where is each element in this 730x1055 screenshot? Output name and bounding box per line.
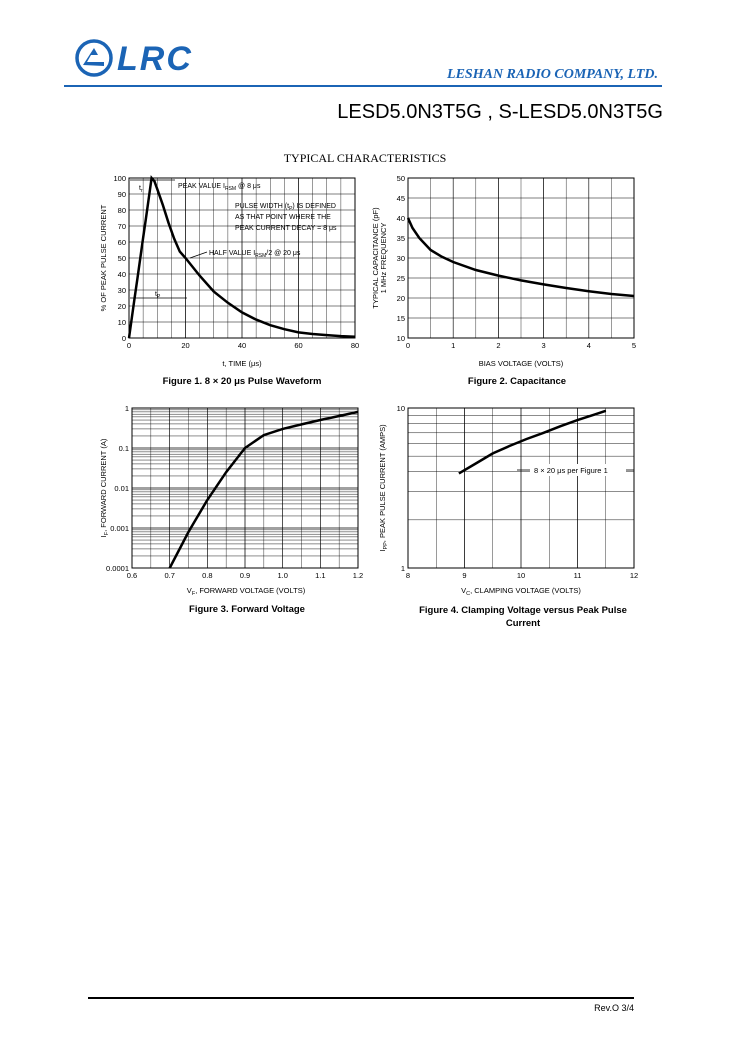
y-tick-label: 0: [122, 334, 126, 343]
x-tick-label: 40: [238, 341, 246, 350]
y-tick-label: 10: [397, 404, 405, 413]
y-tick-label: 0.0001: [106, 564, 129, 573]
pulse-waveform-line: [127, 175, 356, 339]
figure-1-caption: Figure 1. 8 × 20 μs Pulse Waveform: [162, 376, 322, 387]
tp-label: tP: [155, 291, 161, 300]
y-tick-label: 10: [118, 318, 126, 327]
y-tick-label: 0.01: [114, 484, 129, 493]
clamping-voltage-line: [458, 409, 607, 475]
footer-divider: [88, 997, 634, 999]
y-tick-label: 20: [118, 302, 126, 311]
logo-text: LRC: [117, 40, 193, 78]
y-tick-label: 25: [397, 274, 405, 283]
f2-ylabel-1: TYPICAL CAPACITANCE (pF): [371, 207, 380, 309]
half-value-label: HALF VALUE IRSM/2 @ 20 μs: [209, 250, 301, 259]
pulse-width-line1: PULSE WIDTH (tP) IS DEFINED: [235, 203, 336, 212]
y-tick-label: 90: [118, 190, 126, 199]
header-divider: [64, 85, 662, 87]
pulse-width-line2: AS THAT POINT WHERE THE: [235, 214, 331, 221]
y-tick-label: 40: [118, 270, 126, 279]
figure-4-caption: Figure 4. Clamping Voltage versus Peak P…: [419, 605, 627, 629]
figure-1-chart: 0 20 40 60 80 0 10 20 30 40 50 60 70 80 90 100 % OF PEA…: [99, 174, 359, 368]
f2-ylabel-2: 1 MHz FREQUENCY: [379, 223, 388, 294]
pulse-width-line3: PEAK CURRENT DECAY = 8 μs: [235, 225, 337, 232]
forward-voltage-line: [168, 410, 359, 569]
x-tick-label: 0.6: [127, 571, 137, 580]
figure-2-caption: Figure 2. Capacitance: [467, 376, 567, 387]
capacitance-line: [406, 217, 635, 298]
x-tick-label: 20: [181, 341, 189, 350]
y-tick-label: 50: [397, 174, 405, 183]
y-tick-label: 70: [118, 222, 126, 231]
x-tick-label: 5: [632, 341, 636, 350]
y-tick-label: 60: [118, 238, 126, 247]
tr-label: tr: [139, 185, 143, 194]
f4-ylabel: IPP, PEAK PULSE CURRENT (AMPS): [378, 424, 389, 552]
x-tick-label: 8: [406, 571, 410, 580]
x-tick-label: 3: [542, 341, 546, 350]
figure-3-chart: 0.6 0.7 0.8 0.9 1.0 1.1 1.2 0.0001 0.001 0.01 0.1 1…: [99, 404, 363, 597]
part-numbers: LESD5.0N3T5G , S-LESD5.0N3T5G: [337, 101, 663, 123]
x-tick-label: 12: [630, 571, 638, 580]
f4-xlabel: VC, CLAMPING VOLTAGE (VOLTS): [461, 586, 581, 597]
f4-annotation-bg: [530, 464, 626, 476]
x-tick-label: 9: [462, 571, 466, 580]
x-tick-label: 4: [587, 341, 591, 350]
x-tick-label: 2: [496, 341, 500, 350]
f1-ylabel: % OF PEAK PULSE CURRENT: [99, 204, 108, 311]
peak-value-label: PEAK VALUE IRSM @ 8 μs: [178, 183, 261, 192]
y-tick-label: 80: [118, 206, 126, 215]
company-name: LESHAN RADIO COMPANY, LTD.: [447, 67, 658, 82]
y-tick-label: 30: [118, 286, 126, 295]
y-tick-label: 0.1: [119, 444, 129, 453]
x-tick-label: 0: [127, 341, 131, 350]
lrc-logo-icon: [75, 39, 113, 77]
x-tick-label: 10: [517, 571, 525, 580]
x-tick-label: 80: [351, 341, 359, 350]
f2-xlabel: BIAS VOLTAGE (VOLTS): [479, 359, 564, 368]
y-tick-label: 10: [397, 334, 405, 343]
x-tick-label: 60: [294, 341, 302, 350]
y-tick-label: 1: [401, 564, 405, 573]
figure-4-chart: 8 9 10 11 12 1 10 8 × 20 μs per Figure 1 IPP, …: [378, 404, 638, 597]
x-tick-label: 0.9: [240, 571, 250, 580]
x-tick-label: 11: [574, 571, 582, 580]
y-tick-label: 100: [113, 174, 126, 183]
f1-xlabel: t, TIME (μs): [222, 359, 262, 368]
x-tick-label: 1.2: [353, 571, 363, 580]
y-tick-label: 45: [397, 194, 405, 203]
x-tick-label: 0.7: [164, 571, 174, 580]
x-tick-label: 1: [451, 341, 455, 350]
section-title: TYPICAL CHARACTERISTICS: [283, 151, 447, 165]
f3-ylabel: IF, FORWARD CURRENT (A): [99, 438, 110, 537]
y-tick-label: 50: [118, 254, 126, 263]
y-tick-label: 40: [397, 214, 405, 223]
y-tick-label: 0.001: [110, 524, 129, 533]
x-tick-label: 1.0: [277, 571, 287, 580]
y-tick-label: 15: [397, 314, 405, 323]
f4-annotation: 8 × 20 μs per Figure 1: [534, 466, 608, 475]
x-tick-label: 0: [406, 341, 410, 350]
y-tick-label: 1: [125, 404, 129, 413]
x-tick-label: 0.8: [202, 571, 212, 580]
y-tick-label: 30: [397, 254, 405, 263]
y-tick-label: 20: [397, 294, 405, 303]
footer-revision: Rev.O 3/4: [594, 1003, 634, 1013]
x-tick-label: 1.1: [315, 571, 325, 580]
f3-xlabel: VF, FORWARD VOLTAGE (VOLTS): [187, 586, 306, 597]
figure-3-caption: Figure 3. Forward Voltage: [189, 604, 305, 615]
y-tick-label: 35: [397, 234, 405, 243]
